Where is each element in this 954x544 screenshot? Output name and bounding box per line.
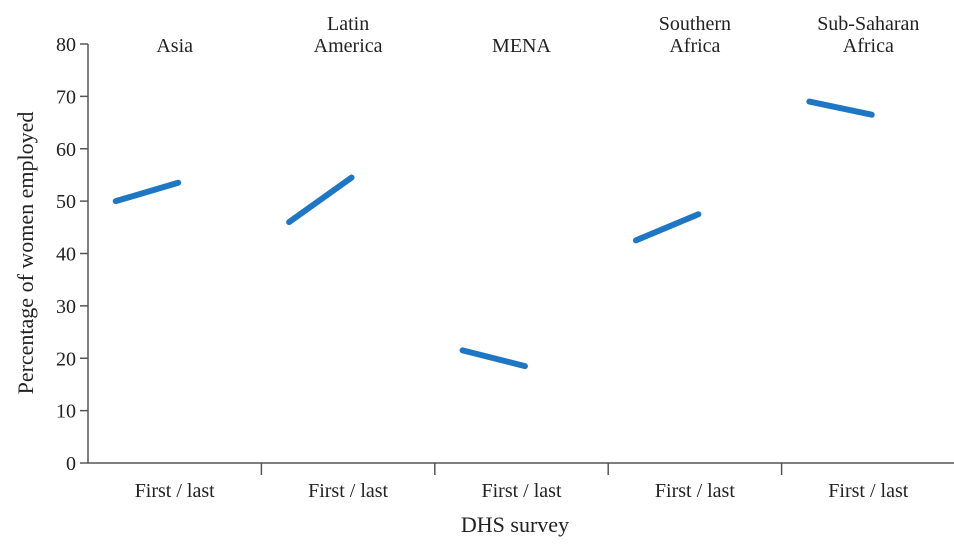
y-axis-title: Percentage of women employed — [13, 112, 38, 395]
series-segment — [112, 179, 182, 205]
panel-region-label: Sub-Saharan Africa — [817, 13, 919, 57]
panel: Asia First / last — [112, 35, 215, 502]
series-segment — [632, 211, 702, 244]
y-ticks: 0 10 20 30 40 50 60 70 80 — [56, 34, 88, 475]
y-tick-label: 0 — [66, 453, 76, 475]
series-segment — [286, 174, 355, 226]
panels: Asia First / last Latin America First / last… — [112, 13, 919, 502]
panel-region-label: Latin America — [314, 13, 383, 57]
panel: Sub-Saharan Africa First / last — [780, 13, 919, 502]
series-segment — [459, 347, 528, 370]
y-tick-label: 40 — [56, 244, 76, 266]
panel-region-label: MENA — [492, 35, 551, 57]
panel-region-label: Southern Africa — [659, 13, 731, 57]
y-tick-label: 60 — [56, 139, 76, 161]
panel-region-label: Asia — [156, 35, 193, 57]
y-tick-label: 70 — [56, 86, 76, 108]
panel: Latin America First / last — [260, 13, 389, 502]
x-axis-title: DHS survey — [461, 512, 569, 537]
y-tick-label: 30 — [56, 296, 76, 318]
panel: Southern Africa First / last — [607, 13, 735, 502]
y-tick-label: 80 — [56, 34, 76, 56]
x-category-label: First / last — [828, 480, 908, 502]
panel: MENA First / last — [434, 35, 562, 502]
x-category-label: First / last — [655, 480, 735, 502]
x-category-label: First / last — [481, 480, 561, 502]
y-tick-label: 50 — [56, 191, 76, 213]
y-tick-label: 10 — [56, 401, 76, 423]
y-tick-label: 20 — [56, 348, 76, 370]
series-segment — [806, 98, 875, 118]
x-category-label: First / last — [135, 480, 215, 502]
x-category-label: First / last — [308, 480, 388, 502]
